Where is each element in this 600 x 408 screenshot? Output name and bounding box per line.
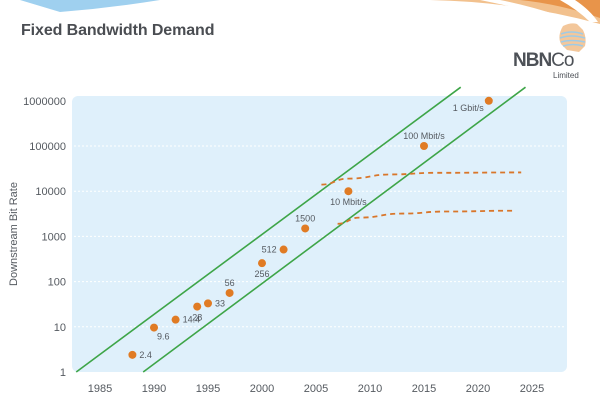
data-point [150, 323, 158, 332]
data-point [258, 259, 266, 268]
data-label: 256 [254, 269, 269, 279]
data-point [193, 302, 202, 311]
gridlines [74, 145, 565, 328]
logo-name: NBN [513, 50, 552, 71]
y-tick-label: 100000 [29, 141, 66, 153]
slide-title: Fixed Bandwidth Demand [21, 22, 215, 39]
y-tick-label: 1000000 [23, 96, 66, 108]
upper-trend-line [75, 86, 462, 373]
x-axis-ticks: 1985 1990 1995 2000 2005 2010 2015 2020 2025 [88, 383, 544, 395]
data-point [484, 96, 493, 105]
data-label: 10 Mbit/s [330, 197, 367, 207]
x-tick-label: 1995 [196, 383, 220, 395]
data-label: 56 [225, 278, 235, 288]
nbnco-logo-australia-icon [559, 23, 586, 52]
data-point [225, 288, 234, 297]
y-tick-label: 10000 [35, 186, 66, 198]
banner-blue-swoosh [20, 0, 160, 12]
data-label: 1500 [295, 213, 315, 223]
plot-area [72, 96, 567, 372]
data-label: 2.4 [139, 350, 152, 360]
logo-wordmark: NBNCo [513, 50, 574, 72]
x-tick-label: 2000 [250, 383, 274, 395]
data-point [344, 187, 353, 196]
data-point [420, 142, 428, 150]
upper-projection-curve [321, 171, 522, 186]
y-tick-label: 1000 [42, 231, 66, 243]
decorative-banner [20, 0, 600, 24]
projection-curves [321, 171, 522, 225]
banner-white-stripe [480, 0, 560, 16]
x-tick-label: 2005 [304, 383, 328, 395]
data-point [171, 315, 180, 324]
data-points [128, 96, 493, 359]
data-point [128, 350, 137, 359]
logo-subtitle: Limited [553, 71, 579, 80]
australia-map-icon [559, 23, 586, 52]
logo-name-suffix: Co [551, 50, 574, 71]
lower-projection-curve [337, 209, 513, 225]
y-axis-ticks: 1 10 100 1000 10000 100000 1000000 [23, 96, 66, 379]
data-label: 28 [192, 313, 202, 323]
x-tick-label: 2020 [466, 383, 490, 395]
x-tick-label: 2015 [412, 383, 436, 395]
banner-orange-swoosh-dark [430, 0, 600, 18]
y-tick-label: 10 [54, 322, 66, 334]
data-point [301, 224, 310, 233]
x-tick-label: 1985 [88, 383, 112, 395]
y-axis-label: Downstream Bit Rate [8, 182, 20, 286]
trend-lines [75, 86, 526, 373]
x-tick-label: 2010 [358, 383, 382, 395]
data-point [204, 299, 212, 308]
y-tick-label: 1 [60, 367, 66, 379]
data-label: 512 [262, 245, 277, 255]
data-label: 100 Mbit/s [403, 131, 445, 141]
data-label: 9.6 [157, 332, 170, 342]
banner-white-stripe-2 [560, 0, 598, 22]
data-label: 1 Gbit/s [453, 103, 485, 113]
y-tick-label: 100 [48, 277, 66, 289]
data-point [279, 245, 288, 254]
x-tick-label: 1990 [142, 383, 166, 395]
x-tick-label: 2025 [520, 383, 544, 395]
data-label: 14.4 [183, 315, 201, 325]
lower-trend-line [142, 86, 526, 373]
data-label: 33 [215, 298, 225, 308]
